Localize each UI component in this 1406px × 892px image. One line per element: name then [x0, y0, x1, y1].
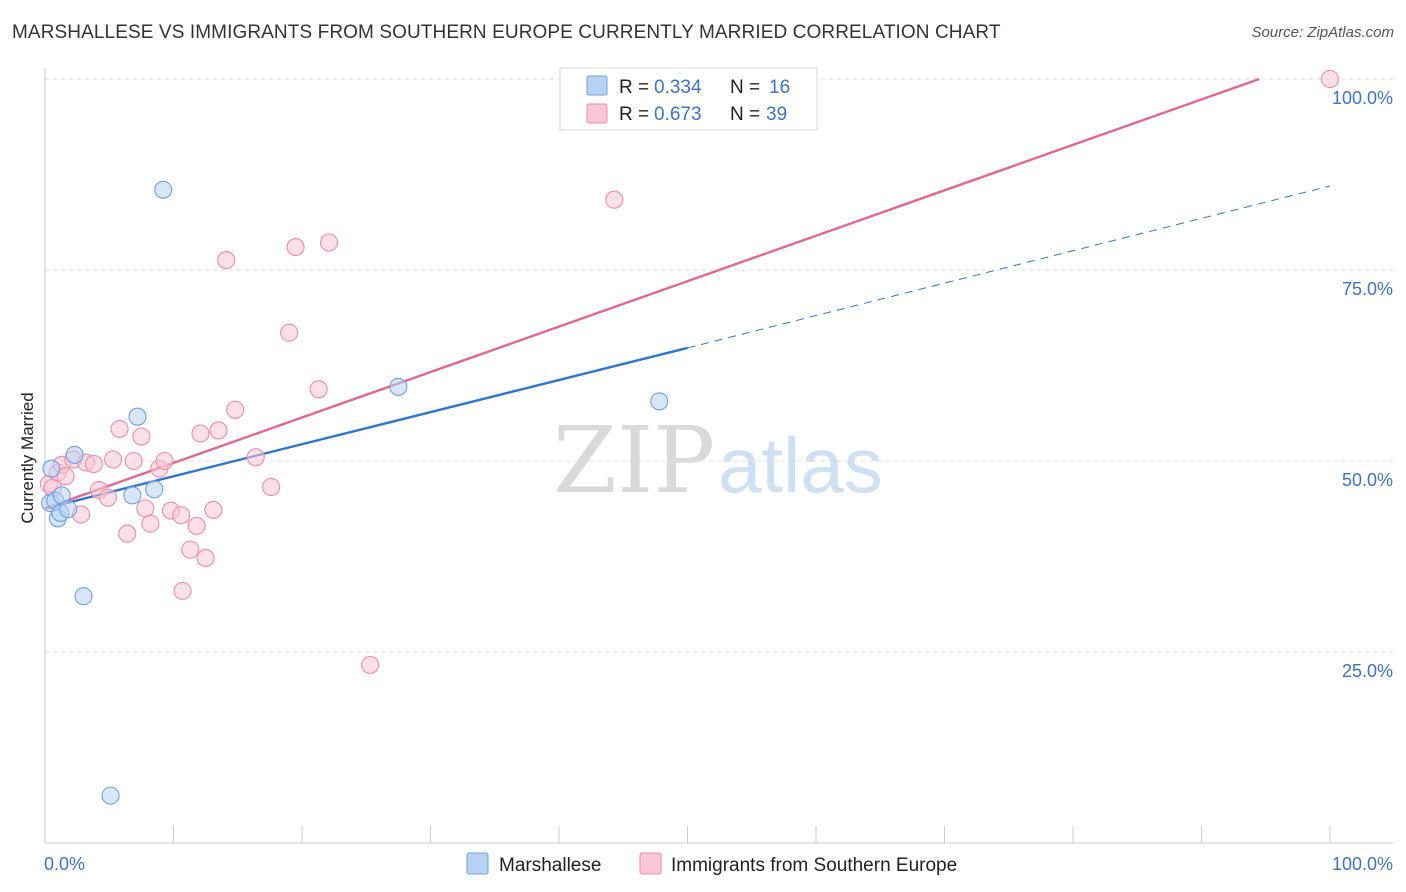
stats-legend: R = 0.334 N = 16 R = 0.673 N = 39: [559, 67, 818, 131]
point-1-38: [605, 190, 624, 209]
point-1-22: [173, 581, 192, 600]
point-1-34: [286, 238, 305, 257]
point-1-27: [204, 500, 223, 519]
point-1-39: [1320, 69, 1340, 89]
point-0-6: [59, 500, 78, 519]
point-1-17: [141, 514, 160, 533]
watermark-zip: ZIP: [553, 407, 715, 514]
x-tick-label-right: 100.0%: [1332, 854, 1393, 874]
point-1-8: [84, 455, 103, 474]
point-1-25: [191, 424, 210, 443]
point-1-21: [172, 506, 191, 525]
axes: [44, 68, 1393, 844]
y-tick-label-0: 25.0%: [1342, 661, 1393, 681]
point-0-11: [145, 480, 164, 499]
chart-title: MARSHALLESE VS IMMIGRANTS FROM SOUTHERN …: [12, 22, 1001, 43]
data-points: [39, 69, 1340, 805]
point-0-0: [42, 459, 61, 478]
gridlines: 25.0% 50.0% 75.0% 100.0%: [45, 78, 1393, 681]
point-0-9: [123, 486, 142, 505]
point-1-32: [262, 477, 281, 497]
x-tick-label-left: 0.0%: [44, 854, 85, 874]
stats-r-label-2: R =: [619, 104, 654, 125]
source-label: Source: ZipAtlas.com: [1251, 24, 1394, 41]
y-tick-label-2: 75.0%: [1342, 279, 1393, 299]
point-1-28: [209, 421, 228, 440]
point-0-10: [128, 407, 147, 426]
point-1-35: [309, 380, 328, 399]
series-legend-label-marshallese: Marshallese: [499, 855, 601, 876]
stats-n-label-1: N =: [730, 77, 765, 98]
legend-swatch-marshallese: [586, 75, 608, 96]
y-axis-title: Currently Married: [18, 392, 37, 523]
point-1-11: [104, 450, 123, 469]
point-1-4: [56, 467, 75, 486]
point-1-16: [136, 499, 155, 518]
point-0-8: [74, 587, 93, 606]
stats-n-label-2: N =: [730, 104, 765, 125]
point-0-7: [65, 445, 84, 464]
point-1-19: [155, 451, 174, 471]
point-1-23: [181, 540, 200, 559]
series-legend-label-southern-europe: Immigrants from Southern Europe: [671, 855, 957, 876]
point-1-30: [226, 400, 245, 419]
point-0-13: [389, 377, 408, 396]
point-1-13: [118, 524, 137, 543]
stats-r-value-1: 0.334: [654, 77, 702, 98]
point-0-15: [101, 786, 120, 805]
series-legend-swatch-southern-europe: [639, 852, 662, 875]
point-1-24: [187, 516, 206, 535]
watermark-atlas: atlas: [718, 421, 883, 509]
stats-n-value-2: 39: [766, 104, 787, 125]
point-1-37: [361, 655, 380, 675]
point-1-15: [132, 427, 151, 446]
point-0-12: [154, 180, 173, 199]
point-1-31: [246, 448, 265, 467]
point-1-12: [110, 419, 129, 438]
point-1-29: [217, 251, 236, 270]
point-1-33: [280, 323, 299, 342]
series-legend-swatch-marshallese: [466, 852, 489, 875]
y-tick-label-3: 100.0%: [1332, 88, 1393, 108]
trend-line-extension-0: [687, 185, 1331, 349]
trend-line-1: [44, 77, 1260, 510]
point-1-14: [124, 451, 143, 471]
point-1-10: [98, 488, 118, 507]
point-1-26: [196, 548, 215, 568]
point-0-14: [650, 392, 669, 411]
y-tick-label-1: 50.0%: [1342, 470, 1393, 490]
stats-n-value-1: 16: [769, 77, 790, 98]
series-legend: Marshallese Immigrants from Southern Eur…: [466, 852, 957, 876]
point-1-36: [319, 233, 339, 252]
legend-swatch-southern-europe: [586, 103, 608, 124]
stats-r-value-2: 0.673: [654, 104, 702, 125]
stats-r-label-1: R =: [619, 77, 654, 98]
